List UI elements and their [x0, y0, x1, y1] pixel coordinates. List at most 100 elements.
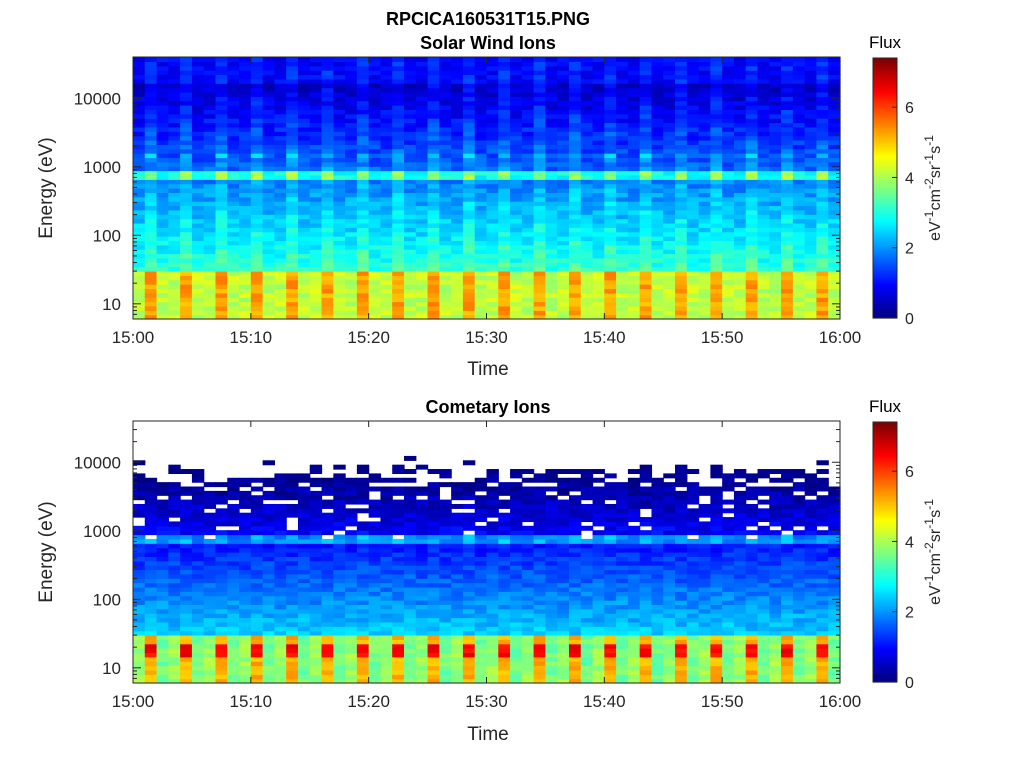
heatmap-cell: [415, 179, 429, 185]
heatmap-cell: [816, 183, 829, 189]
heatmap-cell: [710, 139, 723, 145]
heatmap-cell: [521, 126, 535, 132]
heatmap-cell: [816, 218, 829, 224]
heatmap-cell: [545, 122, 558, 128]
heatmap-cell: [215, 634, 228, 640]
heatmap-cell: [451, 218, 464, 224]
heatmap-cell: [427, 139, 440, 145]
heatmap-cell: [321, 552, 334, 557]
heatmap-cell: [250, 556, 264, 562]
heatmap-cell: [745, 139, 759, 145]
heatmap-cell: [380, 534, 393, 540]
heatmap-cell: [215, 490, 228, 496]
heatmap-cell: [180, 100, 193, 106]
heatmap-cell: [427, 148, 440, 154]
heatmap-cell: [604, 209, 617, 215]
heatmap-cell: [380, 205, 393, 211]
heatmap-cell: [380, 113, 393, 119]
heatmap-cell: [133, 669, 146, 675]
heatmap-cell: [627, 288, 641, 294]
heatmap-cell: [675, 231, 688, 237]
colorbar-swatch: [873, 224, 897, 228]
heatmap-cell: [392, 292, 405, 298]
heatmap-cell: [462, 139, 476, 145]
heatmap-cell: [392, 118, 405, 124]
heatmap-cell: [439, 83, 452, 89]
heatmap-cell: [144, 621, 158, 627]
heatmap-cell: [144, 521, 158, 527]
heatmap-cell: [392, 153, 405, 159]
heatmap-cell: [427, 61, 440, 67]
heatmap-cell: [415, 74, 429, 80]
heatmap-cell: [415, 652, 429, 658]
heatmap-cell: [651, 275, 664, 281]
heatmap-cell: [286, 205, 299, 211]
heatmap-cell: [392, 87, 405, 93]
heatmap-cell: [380, 477, 393, 483]
heatmap-cell: [168, 100, 181, 106]
heatmap-cell: [828, 183, 841, 189]
heatmap-cell: [133, 297, 146, 303]
heatmap-cell: [368, 139, 382, 145]
heatmap-cell: [168, 648, 181, 654]
heatmap-cell: [333, 678, 346, 684]
heatmap-cell: [345, 179, 358, 185]
heatmap-cell: [180, 157, 193, 163]
heatmap-cell: [286, 547, 299, 553]
heatmap-cell: [144, 201, 158, 207]
heatmap-cell: [215, 266, 228, 272]
heatmap-cell: [533, 170, 547, 176]
heatmap-cell: [380, 656, 393, 662]
heatmap-cell: [356, 240, 370, 246]
heatmap-cell: [215, 482, 228, 488]
heatmap-cell: [427, 227, 440, 233]
heatmap-cell: [510, 83, 523, 89]
heatmap-cell: [710, 57, 723, 62]
heatmap-cell: [616, 275, 629, 281]
heatmap-cell: [415, 617, 429, 623]
heatmap-cell: [191, 678, 205, 684]
heatmap-cell: [604, 148, 617, 154]
heatmap-cell: [698, 257, 711, 263]
heatmap-cell: [521, 91, 535, 97]
heatmap-cell: [133, 196, 146, 202]
heatmap-cell: [415, 131, 429, 137]
heatmap-cell: [321, 301, 334, 307]
heatmap-cell: [521, 253, 535, 259]
heatmap-cell: [686, 227, 700, 233]
heatmap-cell: [333, 490, 346, 496]
heatmap-cell: [415, 161, 429, 167]
colorbar-swatch: [873, 175, 897, 178]
heatmap-cell: [510, 262, 523, 268]
heatmap-cell: [297, 648, 311, 654]
heatmap-cell: [274, 161, 287, 167]
heatmap-cell: [203, 153, 217, 159]
heatmap-cell: [239, 569, 252, 575]
heatmap-cell: [816, 262, 829, 268]
heatmap-cell: [545, 192, 558, 198]
heatmap-cell: [462, 170, 476, 176]
heatmap-cell: [191, 674, 205, 680]
heatmap-cell: [262, 591, 275, 597]
heatmap-cell: [203, 661, 217, 667]
heatmap-cell: [769, 257, 782, 263]
heatmap-cell: [804, 201, 818, 207]
heatmap-cell: [404, 582, 417, 588]
heatmap-cell: [380, 188, 393, 193]
heatmap-cell: [781, 118, 794, 124]
heatmap-cell: [156, 626, 169, 632]
heatmap-cell: [769, 118, 782, 124]
heatmap-cell: [133, 508, 146, 514]
heatmap-cell: [627, 314, 641, 320]
heatmap-cell: [250, 648, 264, 654]
heatmap-cell: [651, 87, 664, 93]
heatmap-cell: [262, 634, 275, 640]
heatmap-cell: [239, 61, 252, 67]
heatmap-cell: [274, 209, 287, 215]
heatmap-cell: [180, 249, 193, 255]
heatmap-cell: [380, 573, 393, 579]
heatmap-cell: [309, 183, 323, 189]
heatmap-cell: [533, 240, 547, 246]
heatmap-cell: [781, 148, 794, 154]
heatmap-cell: [168, 118, 181, 124]
